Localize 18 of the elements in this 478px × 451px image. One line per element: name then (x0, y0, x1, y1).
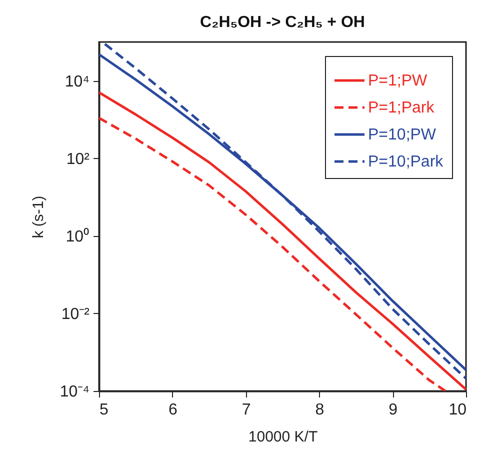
x-axis-title: 10000 K/T (248, 428, 318, 446)
y-tick-label: 10⁻² (61, 306, 90, 323)
x-tick-label: 8 (315, 402, 324, 418)
chart-title: C₂H₅OH -> C₂H₅ + OH (200, 14, 365, 31)
y-axis-title: k (s-1) (30, 196, 47, 238)
x-tick-label: 10 (448, 402, 467, 418)
legend-label: P=10;Park (368, 154, 444, 170)
x-tick-label: 6 (168, 402, 178, 418)
x-tick-label: 9 (388, 402, 398, 418)
y-tick-label: 10⁴ (64, 73, 90, 90)
y-tick-label: 10² (66, 150, 90, 168)
y-tick-label: 10⁰ (66, 227, 90, 246)
legend-label: P=1;PW (368, 72, 428, 90)
legend-label: P=1;Park (368, 100, 436, 116)
x-tick-label: 7 (242, 402, 251, 418)
legend-label: P=10;PW (368, 126, 437, 144)
y-tick-label: 10⁻⁴ (60, 384, 90, 400)
x-tick-label: 5 (100, 402, 108, 418)
